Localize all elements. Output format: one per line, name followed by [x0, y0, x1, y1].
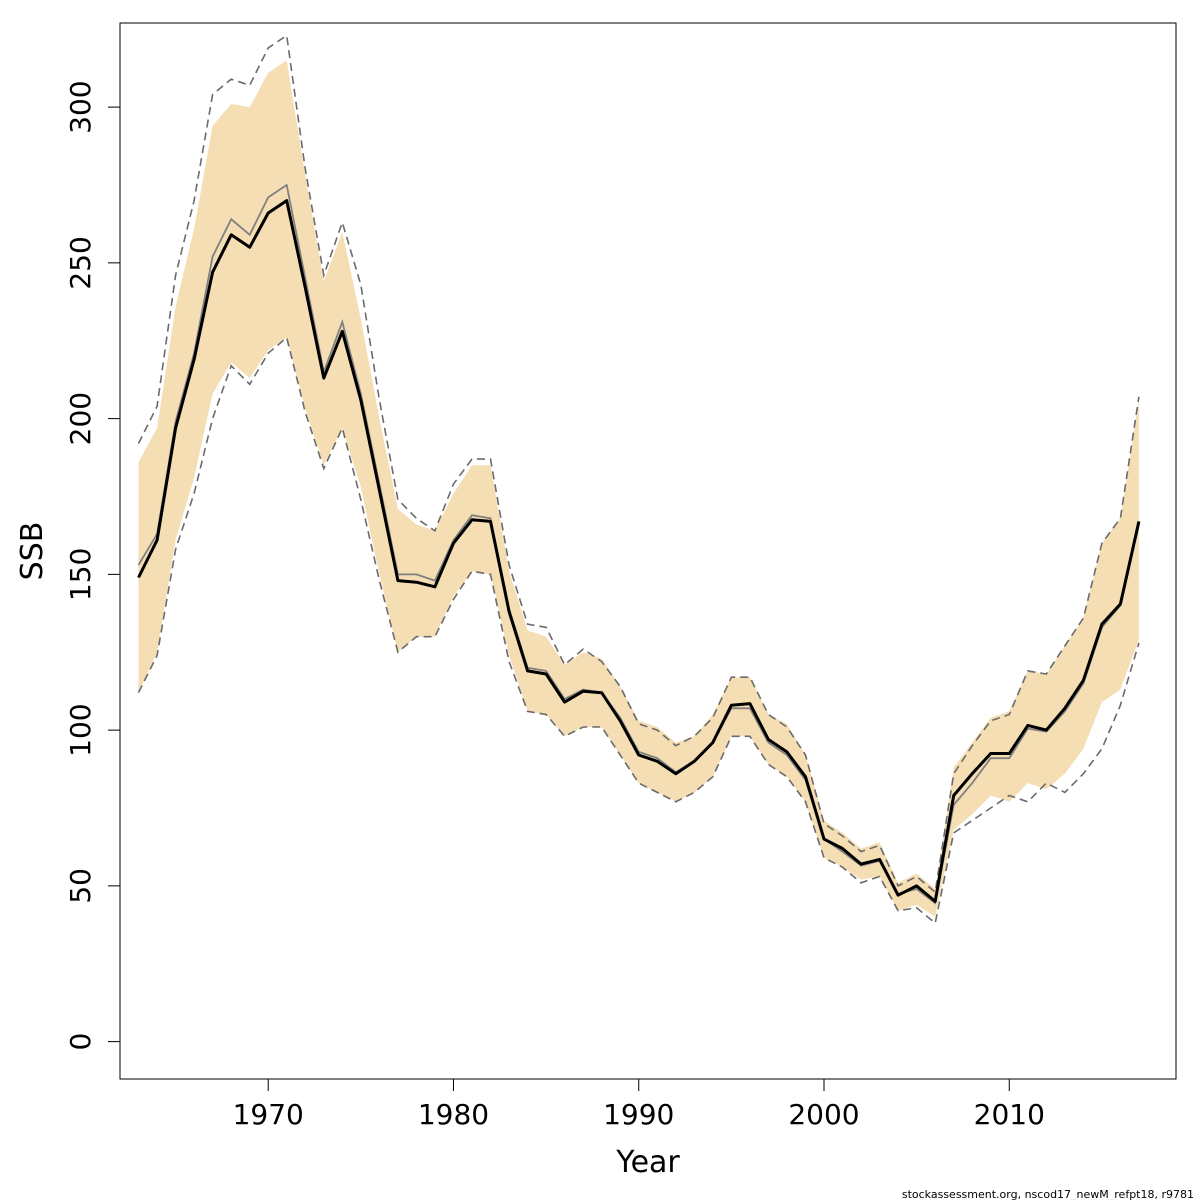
series-line-layer	[137, 34, 1141, 925]
x-axis-title: Year	[615, 1145, 680, 1180]
y-axis-title: SSB	[15, 522, 50, 581]
confidence-band-layer	[138, 60, 1139, 917]
x-tick-label: 1980	[418, 1098, 489, 1131]
x-tick-label: 2010	[974, 1098, 1045, 1131]
x-tick-label: 1990	[603, 1098, 674, 1131]
y-tick-label: 0	[64, 1033, 97, 1051]
upper-bound-line	[137, 34, 1140, 894]
ssb-estimate-line	[137, 199, 1141, 903]
x-tick-label: 2000	[788, 1098, 859, 1131]
y-tick-label: 50	[64, 868, 97, 904]
y-axis: 0 50 100 150 200 250 300	[64, 80, 121, 1051]
y-tick-label: 100	[64, 703, 97, 756]
footer-credit: stockassessment.org, nscod17_newM_refpt1…	[902, 1188, 1194, 1200]
x-tick-label: 1970	[233, 1098, 304, 1131]
y-tick-label: 250	[64, 236, 97, 289]
x-axis: 1970 1980 1990 2000 2010	[233, 1078, 1045, 1131]
y-tick-label: 200	[64, 392, 97, 445]
confidence-band	[138, 60, 1139, 917]
y-tick-label: 300	[64, 80, 97, 133]
y-tick-label: 150	[64, 548, 97, 601]
